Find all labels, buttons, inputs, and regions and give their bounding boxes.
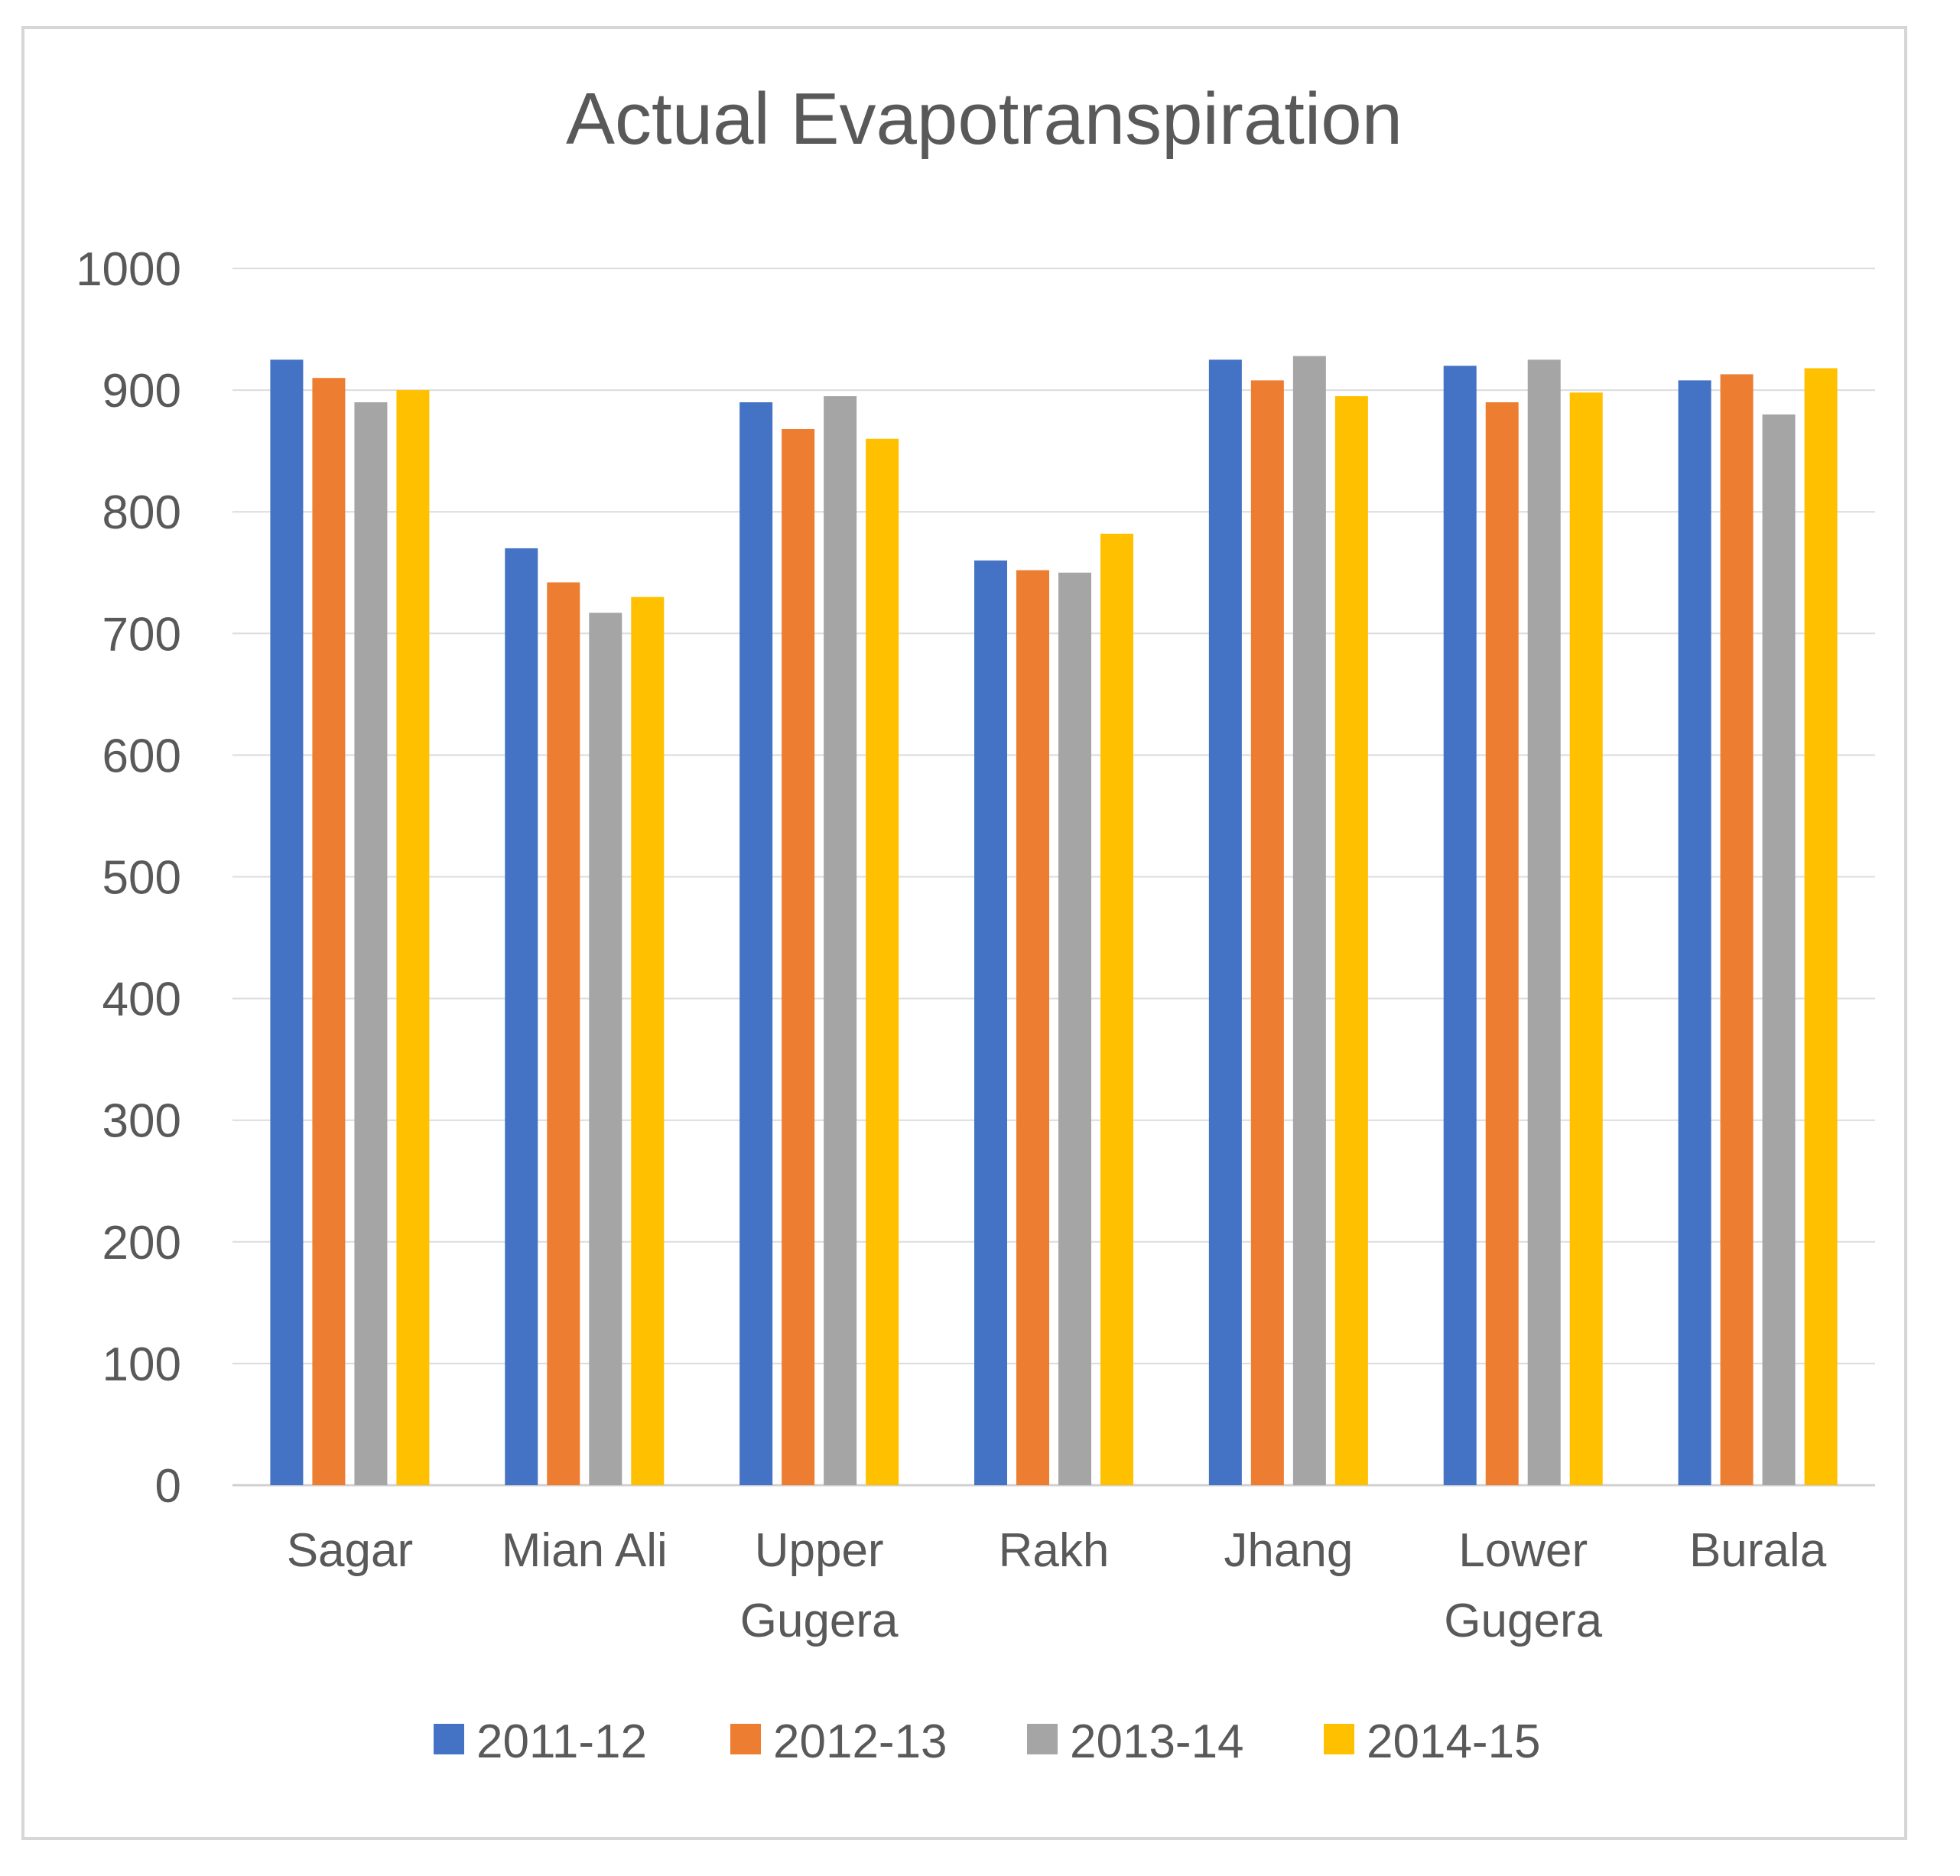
- bar-lower-gugera-2012-13: [1485, 402, 1519, 1485]
- bar-upper-gugera-2012-13: [782, 429, 815, 1486]
- bar-upper-gugera-2014-15: [866, 438, 899, 1485]
- bar-rakh-2014-15: [1100, 533, 1133, 1485]
- chart-title: Actual Evapotranspiration: [566, 78, 1403, 160]
- bar-mian-ali-2014-15: [631, 597, 665, 1485]
- y-tick-label: 700: [102, 608, 181, 661]
- bar-rakh-2013-14: [1058, 572, 1091, 1485]
- y-tick-label: 300: [102, 1095, 181, 1148]
- bar-burala-2013-14: [1762, 414, 1796, 1485]
- chart-svg: Actual Evapotranspiration 0 100 200 300 400 5…: [76, 78, 1875, 1768]
- bar-jhang-2012-13: [1250, 380, 1284, 1485]
- bar-upper-gugera-2011-12: [739, 402, 773, 1485]
- bar-jhang-2011-12: [1208, 359, 1242, 1486]
- legend-label-2012-13: 2012-13: [773, 1715, 947, 1768]
- x-category-label: Sagar: [287, 1524, 413, 1577]
- y-tick-label: 100: [102, 1338, 181, 1391]
- bar-jhang-2013-14: [1292, 356, 1326, 1485]
- x-category-label: Jhang: [1224, 1524, 1353, 1577]
- x-category-label: Mian Ali: [502, 1524, 668, 1577]
- bar-sagar-2012-13: [312, 378, 346, 1486]
- bar-lower-gugera-2013-14: [1527, 359, 1561, 1486]
- bars: [270, 356, 1838, 1486]
- legend-swatch-2011-12: [434, 1724, 464, 1754]
- legend-label-2011-12: 2011-12: [476, 1715, 647, 1768]
- bar-mian-ali-2012-13: [547, 582, 580, 1485]
- y-tick-label: 200: [102, 1217, 181, 1270]
- y-tick-label: 500: [102, 852, 181, 905]
- chart-frame: Actual Evapotranspiration 0 100 200 300 400 5…: [21, 26, 1907, 1840]
- y-axis-tick-labels: 0 100 200 300 400 500 600 700 800 900 1000: [76, 243, 181, 1513]
- bar-mian-ali-2011-12: [505, 548, 538, 1486]
- legend-swatch-2012-13: [730, 1724, 761, 1754]
- x-category-label: Rakh: [999, 1524, 1110, 1577]
- y-tick-label: 0: [155, 1460, 181, 1513]
- bar-lower-gugera-2011-12: [1443, 366, 1477, 1485]
- gridlines: [232, 268, 1875, 1487]
- bar-sagar-2014-15: [396, 390, 430, 1486]
- bar-burala-2014-15: [1804, 368, 1838, 1485]
- bar-sagar-2013-14: [354, 402, 388, 1485]
- bar-jhang-2014-15: [1334, 396, 1368, 1486]
- y-tick-label: 1000: [76, 243, 181, 296]
- x-category-label: Burala: [1689, 1524, 1827, 1577]
- bar-burala-2012-13: [1720, 374, 1754, 1485]
- y-tick-label: 800: [102, 486, 181, 539]
- bar-rakh-2012-13: [1016, 570, 1049, 1485]
- bar-upper-gugera-2013-14: [824, 396, 857, 1486]
- legend-swatch-2014-15: [1324, 1724, 1354, 1754]
- y-tick-label: 400: [102, 974, 181, 1026]
- legend-swatch-2013-14: [1027, 1724, 1058, 1754]
- legend-label-2014-15: 2014-15: [1367, 1715, 1541, 1768]
- legend-label-2013-14: 2013-14: [1070, 1715, 1244, 1768]
- bar-sagar-2011-12: [270, 359, 304, 1486]
- y-tick-label: 900: [102, 365, 181, 418]
- x-category-label: Upper Gugera: [740, 1524, 899, 1647]
- bar-mian-ali-2013-14: [589, 613, 622, 1486]
- legend: 2011-12 2012-13 2013-14 2014-15: [434, 1715, 1541, 1768]
- x-axis-category-labels: Sagar Mian Ali Upper Gugera Rakh Jhang Lower Gu…: [287, 1524, 1827, 1647]
- x-category-label: Lower Gugera: [1444, 1524, 1602, 1647]
- y-tick-label: 600: [102, 730, 181, 782]
- bar-burala-2011-12: [1678, 380, 1711, 1485]
- bar-lower-gugera-2014-15: [1569, 392, 1603, 1485]
- bar-rakh-2011-12: [974, 560, 1007, 1485]
